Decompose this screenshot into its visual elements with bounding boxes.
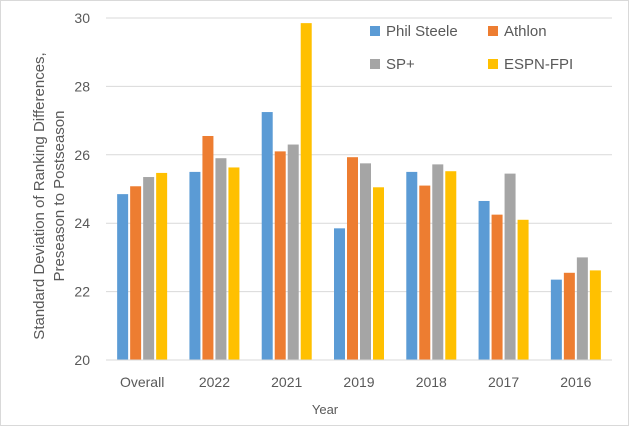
bar-phil-steele-2017 <box>478 200 490 360</box>
bar-phil-steele-2022 <box>189 171 201 360</box>
bar-espn-fpi-2016 <box>589 270 601 360</box>
legend-swatch <box>370 59 380 69</box>
legend-label: Phil Steele <box>386 23 458 40</box>
x-tick-label: 2021 <box>271 374 302 390</box>
bar-espn-fpi-2017 <box>517 219 529 360</box>
bar-espn-fpi-Overall <box>156 172 168 360</box>
x-tick-label: 2017 <box>488 374 519 390</box>
bar-athlon-2019 <box>347 157 358 360</box>
x-tick-label: 2022 <box>199 374 230 390</box>
legend-swatch <box>488 26 498 36</box>
bar-phil-steele-2016 <box>550 279 562 360</box>
bar-athlon-Overall <box>130 186 142 360</box>
x-axis-title: Year <box>312 402 339 417</box>
bar-phil-steele-2019 <box>334 228 345 360</box>
y-tick-label: 30 <box>74 10 90 26</box>
legend-swatch <box>370 26 380 36</box>
legend-swatch <box>488 59 498 69</box>
bars <box>117 23 601 360</box>
legend-label: SP+ <box>386 56 415 73</box>
bar-phil-steele-2018 <box>406 171 418 360</box>
bar-phil-steele-Overall <box>117 194 129 360</box>
bar-phil-steele-2021 <box>261 112 273 360</box>
legend-label: ESPN-FPI <box>504 56 573 73</box>
bar-espn-fpi-2018 <box>445 171 457 360</box>
bar-espn-fpi-2019 <box>373 187 384 360</box>
bar-athlon-2021 <box>274 151 286 360</box>
bar-sp--2017 <box>504 173 516 360</box>
y-axis-title: Standard Deviation of Ranking Difference… <box>31 52 68 339</box>
x-tick-label: 2019 <box>343 374 374 390</box>
bar-sp--2016 <box>576 257 588 360</box>
bar-athlon-2022 <box>202 135 214 360</box>
bar-sp--2019 <box>360 163 371 360</box>
x-tick-label: Overall <box>120 374 164 390</box>
x-tick-label: 2018 <box>416 374 447 390</box>
y-tick-label: 22 <box>74 284 90 300</box>
x-tick-label: 2016 <box>560 374 591 390</box>
bar-sp--2022 <box>215 158 227 360</box>
y-axis-title-line-2: Preseason to Postseason <box>51 111 68 282</box>
bar-espn-fpi-2021 <box>300 23 312 360</box>
y-axis-ticks: 20 22 24 26 28 30 <box>74 10 90 368</box>
y-tick-label: 24 <box>74 215 90 231</box>
bar-sp--2021 <box>287 144 299 360</box>
y-tick-label: 26 <box>74 147 90 163</box>
bar-espn-fpi-2022 <box>228 167 240 360</box>
y-tick-label: 28 <box>74 78 90 94</box>
x-axis-ticks: Overall 2022 2021 2019 2018 2017 2016 <box>120 374 592 390</box>
bar-sp--Overall <box>143 177 155 360</box>
y-axis-title-line-1: Standard Deviation of Ranking Difference… <box>31 52 48 339</box>
bar-sp--2018 <box>432 164 444 360</box>
legend: Phil Steele Athlon SP+ ESPN-FPI <box>370 23 573 73</box>
bar-athlon-2016 <box>563 272 575 360</box>
y-tick-label: 20 <box>74 352 90 368</box>
legend-label: Athlon <box>504 23 547 40</box>
bar-athlon-2018 <box>419 185 431 360</box>
bar-athlon-2017 <box>491 214 503 360</box>
